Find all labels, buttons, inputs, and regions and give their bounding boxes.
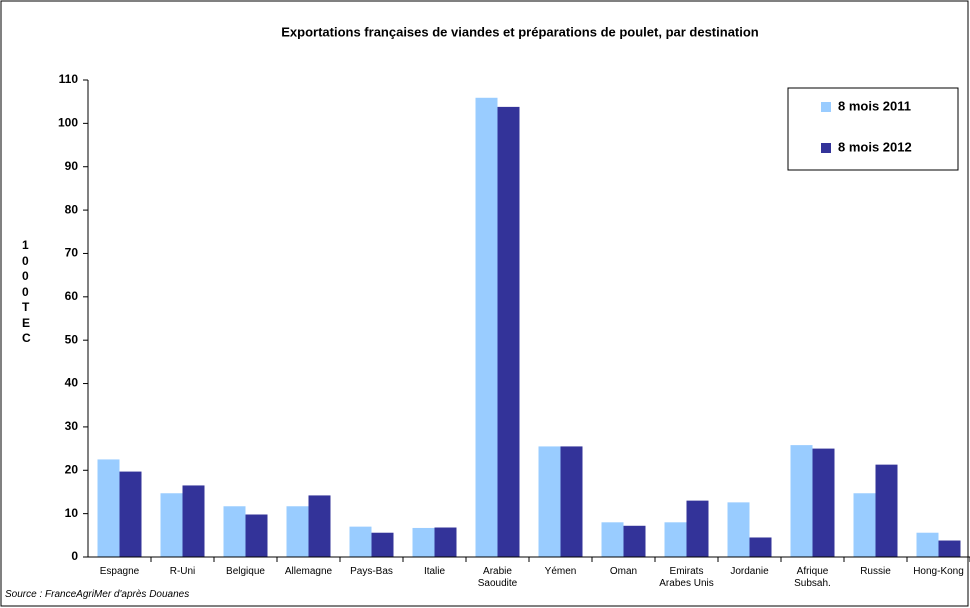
legend-label: 8 mois 2011: [838, 98, 911, 113]
legend-label: 8 mois 2012: [838, 139, 912, 154]
bar: [371, 532, 394, 557]
bar: [560, 446, 583, 557]
x-tick-label: Espagne: [99, 566, 140, 577]
y-tick-label: 110: [59, 72, 79, 86]
bar: [182, 485, 205, 557]
x-tick-label: R-Uni: [169, 566, 196, 577]
bar: [938, 540, 961, 557]
bar: [308, 495, 331, 557]
bar: [349, 526, 372, 557]
bar: [853, 493, 876, 557]
bar: [623, 525, 646, 557]
chart-title: Exportations françaises de viandes et pr…: [281, 24, 759, 39]
x-tick-label: Emirats Arabes Unis: [659, 566, 714, 589]
x-tick-label: Yémen: [544, 566, 577, 577]
x-tick-label: Oman: [609, 566, 638, 577]
x-tick-label: Afrique Subsah.: [794, 566, 831, 589]
x-tick-label: Arabie Saoudite: [477, 566, 518, 589]
bar: [790, 445, 813, 557]
bar: [916, 532, 939, 557]
x-tick-label: Jordanie: [730, 566, 769, 577]
y-tick-label: 0: [71, 549, 78, 563]
bar: [875, 464, 898, 557]
x-tick-label: Belgique: [226, 566, 265, 577]
bar: [664, 522, 687, 557]
bar: [812, 448, 835, 557]
bar: [497, 106, 520, 558]
bar: [160, 493, 183, 557]
bar: [686, 500, 709, 557]
y-tick-label: 40: [65, 376, 79, 390]
y-tick-label: 30: [65, 419, 79, 433]
bar: [412, 527, 435, 557]
y-axis-label: 1000 TEC: [22, 238, 31, 345]
y-tick-label: 90: [65, 159, 79, 173]
bar: [749, 537, 772, 557]
legend-swatch: [821, 143, 831, 153]
bar: [601, 522, 624, 557]
legend-swatch: [821, 102, 831, 112]
y-tick-label: 70: [65, 246, 79, 260]
x-tick-label: Pays-Bas: [350, 566, 393, 577]
bar: [286, 506, 309, 557]
bar: [434, 527, 457, 557]
bar: [538, 446, 561, 557]
y-tick-label: 10: [65, 506, 79, 520]
x-tick-label: Italie: [423, 566, 446, 577]
y-tick-label: 80: [65, 202, 79, 216]
bar: [119, 471, 142, 557]
legend-box: [787, 87, 959, 171]
bar: [97, 459, 120, 557]
y-tick-label: 100: [58, 116, 78, 130]
source: Source : FranceAgriMer d'après Douanes: [5, 589, 190, 600]
y-tick-label: 50: [65, 332, 79, 346]
bar: [727, 502, 750, 557]
bar: [223, 506, 246, 557]
x-tick-label: Hong-Kong: [913, 566, 964, 577]
bar: [475, 97, 498, 558]
x-tick-label: Allemagne: [284, 566, 333, 577]
bar: [245, 514, 268, 557]
x-tick-label: Russie: [860, 566, 891, 577]
y-tick-label: 60: [65, 289, 79, 303]
y-tick-label: 20: [65, 462, 79, 476]
